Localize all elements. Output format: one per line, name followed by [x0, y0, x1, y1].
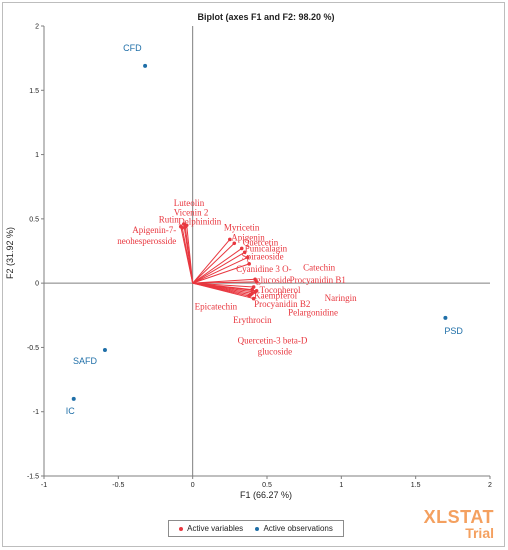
y-tick-label: -0.5 [27, 345, 39, 352]
variable-label: Procyanidin B1 [290, 275, 346, 285]
y-tick-label: 1.5 [29, 88, 39, 95]
variable-label: Punicalagin [245, 243, 288, 253]
variable-vector [192, 256, 248, 284]
variable-vector [192, 263, 250, 284]
variable-label: Apigenin [231, 232, 265, 242]
variable-point [228, 237, 232, 242]
observation-label: IC [66, 406, 76, 416]
variable-vector [184, 226, 194, 284]
x-tick-label: 1.5 [411, 482, 421, 489]
legend-item-variables: Active variables [179, 524, 243, 533]
variable-vector [181, 227, 194, 284]
legend-label-observations: Active observations [263, 524, 333, 533]
observation-label: CFD [123, 43, 142, 53]
watermark-trial: Trial [465, 525, 494, 541]
variable-point [232, 241, 237, 246]
legend-label-variables: Active variables [187, 524, 244, 533]
y-tick-label: 0 [35, 281, 39, 288]
watermark: XLSTAT Trial [424, 508, 494, 540]
variable-point [247, 262, 251, 266]
variable-label: Procyanidin B2 [254, 299, 310, 309]
variable-label: Apigenin-7-neohesperosside [117, 225, 176, 246]
variable-label: Rutin [159, 215, 180, 225]
y-tick-label: 2 [35, 24, 39, 31]
chart-title: Biplot (axes F1 and F2: 98.20 %) [197, 12, 334, 22]
y-tick-label: -1.5 [27, 474, 39, 481]
y-tick-label: 0.5 [29, 216, 39, 223]
variable-label: Cyanidine 3 O-glucoside [236, 264, 292, 285]
variable-label: Luteolin [174, 198, 205, 208]
variable-label: Naringin [325, 293, 357, 303]
variable-vector [192, 239, 231, 284]
x-tick-label: -0.5 [112, 482, 124, 489]
variable-label: Delphinidin [178, 217, 221, 227]
variable-point [253, 290, 257, 294]
variable-label: Epicatechin [195, 302, 238, 312]
observation-label: SAFD [73, 356, 98, 366]
x-axis-title: F1 (66.27 %) [240, 490, 292, 500]
observation-point [102, 348, 107, 352]
variable-label: Catechin [303, 262, 335, 272]
variable-point [242, 250, 247, 255]
variable-label: Tocopherol [260, 285, 301, 295]
watermark-brand: XLSTAT [423, 507, 494, 527]
x-tick-label: 0 [191, 482, 195, 489]
observation-point [143, 63, 148, 68]
variable-vector [192, 251, 245, 284]
variable-point [254, 280, 259, 284]
variable-point [239, 246, 244, 251]
legend-marker-observations [255, 526, 260, 531]
x-tick-label: 1 [339, 482, 343, 489]
legend-marker-variables [179, 526, 184, 531]
legend: Active variables Active observations [168, 520, 344, 537]
variable-label: Kaempferol [254, 291, 297, 301]
observation-point [443, 315, 448, 320]
observation-point [71, 396, 76, 401]
y-axis-title: F2 (31.92 %) [5, 227, 15, 279]
observation-label: PSD [444, 326, 463, 336]
variable-vector [192, 281, 257, 284]
variable-point [251, 296, 256, 301]
variable-label: Quercetin [243, 237, 279, 247]
variable-point [245, 255, 250, 260]
y-tick-label: 1 [35, 152, 39, 159]
legend-item-observations: Active observations [255, 524, 333, 533]
variable-label: Spiraeoside [242, 251, 284, 261]
x-tick-label: -1 [41, 482, 47, 489]
variable-label: Vicenin 2 [174, 207, 209, 217]
x-tick-label: 0.5 [262, 482, 272, 489]
variable-vector [192, 282, 254, 300]
variable-point [180, 226, 185, 230]
variable-point [183, 224, 188, 229]
variable-label: Erythrocin [233, 315, 272, 325]
variable-vector [192, 248, 243, 284]
plot-area: -1 -0.5 0 0.5 1 1.5 2-1.5-1-0.500.511.52RutinL… [27, 24, 492, 490]
variable-label: Pelargonidine [288, 307, 338, 317]
x-tick-label: 2 [488, 482, 492, 489]
variable-label: Quercetin-3 beta-D glucoside [238, 336, 308, 357]
y-tick-label: -1 [33, 409, 39, 416]
variable-vector [192, 242, 235, 284]
variable-label: Myricetin [224, 222, 260, 232]
